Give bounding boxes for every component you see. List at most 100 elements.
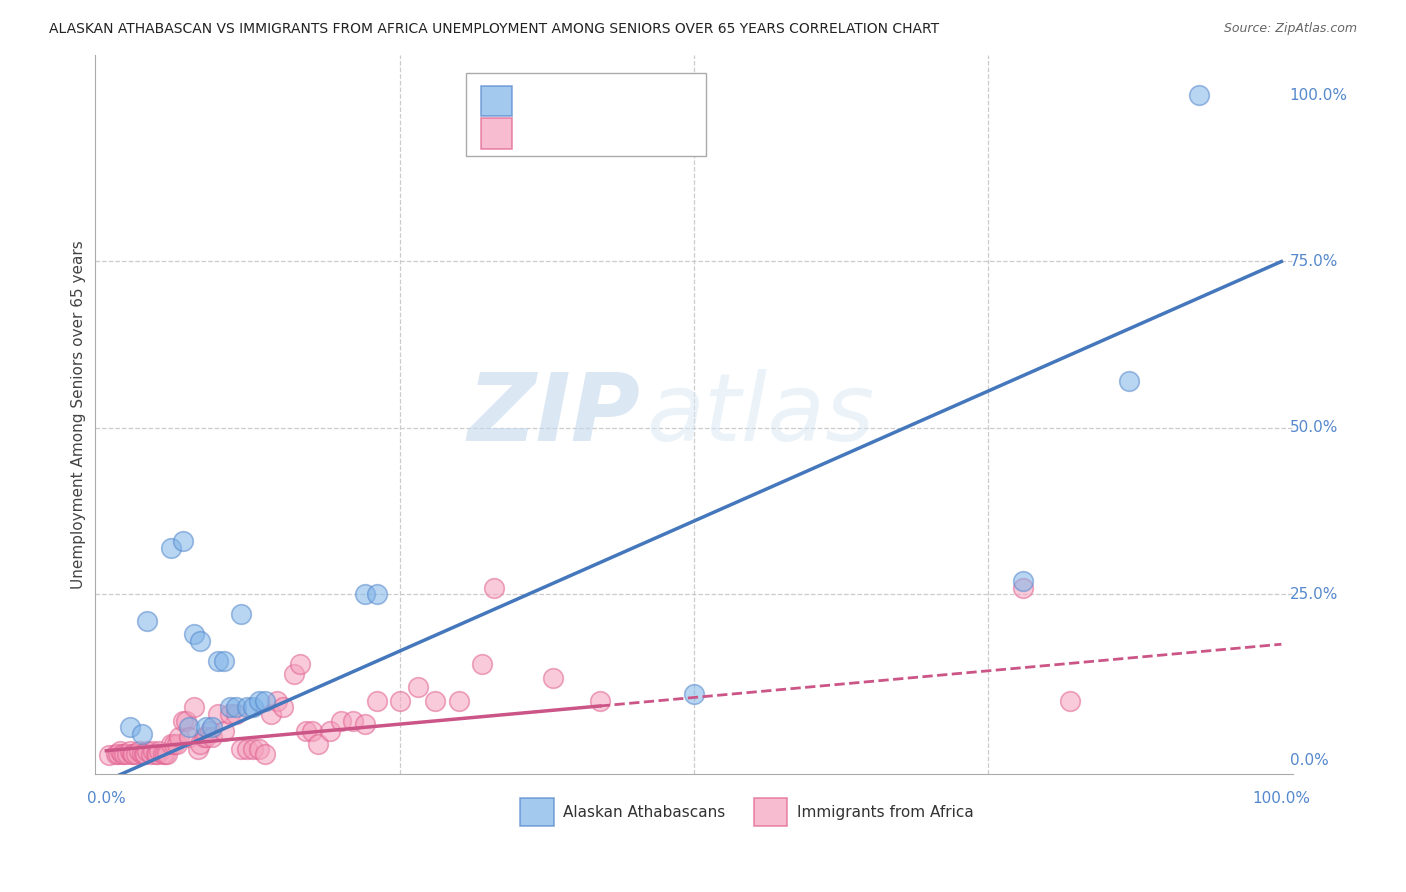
Point	[163, 737, 186, 751]
Point	[128, 744, 150, 758]
Point	[231, 741, 253, 756]
Point	[253, 747, 276, 761]
Point	[218, 707, 240, 722]
Point	[242, 700, 264, 714]
Point	[134, 747, 156, 761]
Text: N = 25: N = 25	[621, 92, 689, 110]
Point	[1188, 88, 1211, 103]
Point	[242, 741, 264, 756]
Point	[112, 747, 135, 761]
Point	[145, 747, 167, 761]
Point	[172, 534, 194, 549]
Text: 0.0%: 0.0%	[1289, 753, 1329, 768]
Point	[156, 747, 179, 761]
Point	[167, 731, 190, 745]
Point	[131, 747, 153, 761]
Point	[118, 721, 141, 735]
Point	[389, 694, 412, 708]
FancyBboxPatch shape	[754, 798, 787, 826]
Point	[1012, 574, 1035, 588]
Point	[290, 657, 312, 672]
Point	[225, 707, 247, 722]
Point	[301, 723, 323, 738]
Point	[198, 723, 221, 738]
Point	[187, 741, 209, 756]
Text: 0.0%: 0.0%	[87, 791, 125, 806]
Point	[131, 727, 153, 741]
Text: N = 70: N = 70	[621, 125, 689, 143]
Point	[366, 587, 388, 601]
Point	[283, 667, 305, 681]
Point	[218, 700, 240, 714]
Text: 100.0%: 100.0%	[1289, 87, 1348, 103]
Point	[107, 747, 129, 761]
Point	[447, 694, 470, 708]
Point	[318, 723, 340, 738]
Point	[117, 747, 139, 761]
Point	[1118, 374, 1140, 388]
Point	[132, 747, 155, 761]
Point	[589, 694, 612, 708]
Point	[160, 541, 183, 555]
Point	[201, 721, 224, 735]
Point	[193, 731, 215, 745]
Point	[104, 747, 127, 761]
Point	[139, 747, 162, 761]
Point	[97, 748, 120, 763]
Point	[330, 714, 353, 728]
Point	[136, 744, 159, 758]
Point	[201, 731, 224, 745]
Y-axis label: Unemployment Among Seniors over 65 years: Unemployment Among Seniors over 65 years	[72, 240, 86, 589]
Point	[353, 717, 375, 731]
Point	[142, 744, 165, 758]
Text: Source: ZipAtlas.com: Source: ZipAtlas.com	[1223, 22, 1357, 36]
FancyBboxPatch shape	[520, 798, 554, 826]
Text: ALASKAN ATHABASCAN VS IMMIGRANTS FROM AFRICA UNEMPLOYMENT AMONG SENIORS OVER 65 : ALASKAN ATHABASCAN VS IMMIGRANTS FROM AF…	[49, 22, 939, 37]
Point	[225, 700, 247, 714]
Point	[231, 607, 253, 622]
Point	[1012, 581, 1035, 595]
Point	[295, 723, 318, 738]
Point	[122, 747, 145, 761]
Point	[148, 744, 170, 758]
Point	[207, 654, 229, 668]
Point	[541, 671, 564, 685]
Point	[353, 587, 375, 601]
Point	[342, 714, 364, 728]
Point	[183, 700, 205, 714]
Point	[118, 744, 141, 758]
Point	[160, 737, 183, 751]
Point	[271, 700, 294, 714]
FancyBboxPatch shape	[467, 73, 706, 156]
Point	[146, 747, 169, 761]
Point	[425, 694, 447, 708]
Point	[125, 747, 148, 761]
Point	[177, 731, 200, 745]
Point	[212, 723, 235, 738]
Text: R = 0.784: R = 0.784	[523, 92, 621, 110]
FancyBboxPatch shape	[481, 86, 512, 116]
Point	[195, 721, 218, 735]
Point	[471, 657, 494, 672]
Point	[136, 614, 159, 628]
Point	[188, 633, 211, 648]
Text: 50.0%: 50.0%	[1289, 420, 1339, 435]
Point	[482, 581, 505, 595]
Text: ZIP: ZIP	[467, 368, 640, 460]
Point	[247, 694, 270, 708]
Text: Immigrants from Africa: Immigrants from Africa	[797, 805, 974, 820]
Point	[121, 747, 143, 761]
Text: Alaskan Athabascans: Alaskan Athabascans	[564, 805, 725, 820]
Text: 25.0%: 25.0%	[1289, 587, 1339, 602]
Point	[247, 741, 270, 756]
Point	[153, 747, 176, 761]
Point	[236, 741, 259, 756]
Point	[174, 714, 197, 728]
Point	[406, 681, 429, 695]
Point	[366, 694, 388, 708]
Point	[253, 694, 276, 708]
Point	[195, 731, 218, 745]
Point	[188, 737, 211, 751]
Point	[172, 714, 194, 728]
Point	[166, 737, 188, 751]
